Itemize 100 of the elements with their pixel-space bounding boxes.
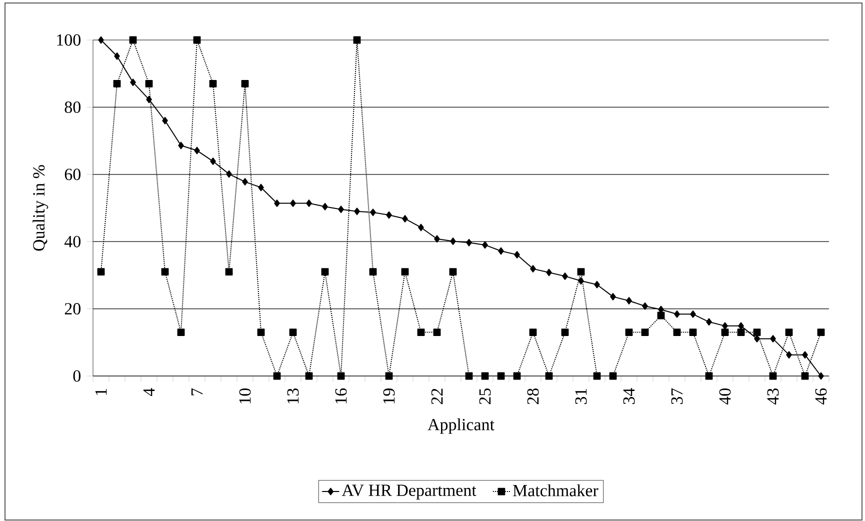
x-tick-label: 19	[383, 388, 395, 404]
x-tick-label: 1	[95, 388, 107, 395]
point	[241, 80, 249, 88]
point	[722, 322, 728, 330]
point	[786, 351, 792, 359]
point	[210, 158, 216, 165]
point	[130, 78, 136, 86]
point	[417, 328, 425, 336]
point	[546, 268, 552, 276]
point	[161, 268, 169, 276]
point	[433, 328, 441, 336]
point	[690, 310, 696, 318]
point	[721, 328, 729, 336]
point	[434, 235, 440, 243]
point	[258, 184, 264, 192]
x-tick-label: 43	[767, 388, 779, 405]
x-tick-label: 31	[575, 388, 587, 404]
point	[257, 328, 265, 336]
point	[802, 351, 808, 359]
point	[577, 268, 585, 276]
point	[370, 208, 376, 216]
point	[466, 238, 472, 246]
y-tick-label: 0	[73, 370, 80, 382]
x-tick-label: 16	[335, 388, 347, 404]
point	[529, 328, 537, 336]
point	[338, 206, 344, 214]
point	[242, 178, 248, 186]
point	[769, 372, 777, 380]
x-tick-label: 37	[671, 388, 683, 404]
point	[178, 142, 184, 150]
legend-label: Matchmaker	[512, 484, 598, 496]
point	[369, 268, 377, 276]
point	[321, 268, 329, 276]
point	[290, 200, 296, 207]
point	[273, 372, 281, 380]
point	[386, 211, 392, 219]
point	[401, 268, 409, 276]
point	[770, 334, 776, 342]
legend-label: AV HR Department	[342, 484, 476, 500]
point	[657, 312, 665, 320]
point	[801, 372, 809, 380]
point	[97, 268, 105, 276]
point	[306, 200, 312, 207]
x-tick-label: 28	[527, 388, 539, 404]
point	[465, 372, 473, 380]
point	[193, 36, 201, 44]
point	[162, 116, 168, 124]
point	[514, 250, 520, 258]
point	[289, 328, 297, 336]
x-tick-label: 40	[719, 388, 731, 405]
point	[625, 328, 633, 336]
point	[706, 318, 712, 326]
x-tick-label: 7	[191, 388, 203, 396]
point	[145, 80, 153, 88]
point	[738, 322, 744, 330]
point	[673, 328, 681, 336]
y-axis-title: Quality in %	[32, 165, 48, 251]
point	[626, 297, 632, 304]
point	[418, 224, 424, 232]
point	[385, 372, 393, 380]
point	[593, 372, 601, 380]
x-tick-label: 10	[239, 388, 251, 404]
x-axis-title: Applicant	[428, 418, 494, 434]
point	[530, 265, 536, 273]
y-tick-label: 80	[64, 101, 80, 113]
point	[674, 310, 680, 318]
x-tick-label: 4	[143, 388, 155, 396]
point	[753, 328, 761, 336]
point	[354, 208, 360, 216]
point	[562, 272, 568, 280]
point	[113, 80, 121, 88]
point	[322, 202, 328, 210]
point	[114, 52, 120, 60]
point	[705, 372, 713, 380]
point	[609, 372, 617, 380]
point	[610, 292, 616, 300]
point	[146, 96, 152, 104]
point	[337, 372, 345, 380]
point	[449, 268, 457, 276]
point	[689, 328, 697, 336]
point	[482, 241, 488, 249]
point	[785, 328, 793, 336]
point	[817, 328, 825, 336]
x-tick-label: 22	[431, 388, 443, 404]
point	[129, 36, 137, 44]
y-tick-label: 100	[57, 34, 80, 46]
point	[642, 302, 648, 310]
point	[226, 170, 232, 178]
point	[481, 372, 489, 380]
point	[209, 80, 217, 88]
point	[513, 372, 521, 380]
x-tick-label: 34	[623, 388, 635, 404]
point	[641, 328, 649, 336]
point	[818, 372, 824, 380]
y-tick-label: 40	[64, 236, 80, 248]
point	[194, 146, 200, 154]
x-tick-label: 46	[815, 388, 827, 405]
point	[561, 328, 569, 336]
x-tick-label: 25	[479, 388, 491, 404]
y-tick-label: 60	[64, 168, 80, 180]
